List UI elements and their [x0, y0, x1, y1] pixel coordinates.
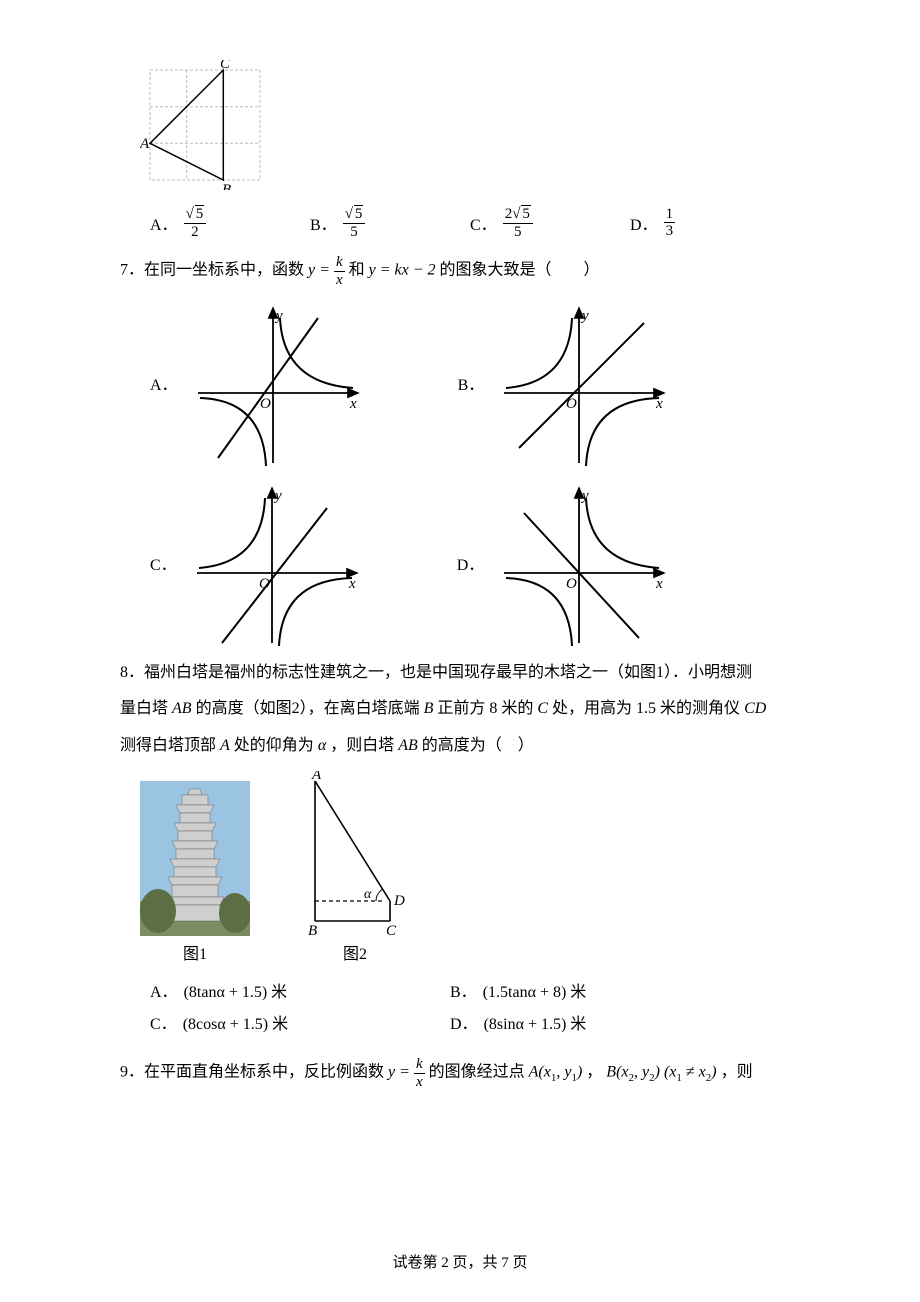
q8-line1: 8．福州白塔是福州的标志性建筑之一，也是中国现存最早的木塔之一（如图1）．小明想… — [120, 658, 820, 688]
q6-option-A[interactable]: A． √5 2 — [150, 205, 310, 240]
page: A B C A． √5 2 B． √5 5 C． 2√5 5 — [0, 0, 920, 1302]
svg-text:α: α — [364, 887, 372, 902]
q6-label-A: A — [140, 136, 150, 152]
svg-text:B: B — [308, 923, 317, 936]
q7-graphs-row1: A． y x O B． y x O — [150, 298, 820, 468]
q8-option-A[interactable]: A．(8tanα + 1.5) 米 — [150, 978, 450, 1002]
q9-text: 9．在平面直角坐标系中，反比例函数 y = k x 的图像经过点 A(x1, y… — [120, 1056, 820, 1090]
q7-graph-C[interactable]: C． y x O — [150, 478, 367, 648]
svg-text:y: y — [580, 308, 589, 324]
q8-fig1-pagoda — [140, 781, 250, 936]
q6-svg: A B C — [140, 60, 280, 190]
q8-option-C[interactable]: C．(8cosα + 1.5) 米 — [150, 1010, 450, 1034]
q8-fig2-diagram: α A B C D — [290, 771, 420, 936]
q6-option-D[interactable]: D． 1 3 — [630, 205, 790, 240]
q9-number: 9． — [120, 1064, 144, 1081]
q8-option-D[interactable]: D．(8sinα + 1.5) 米 — [450, 1010, 750, 1034]
svg-text:y: y — [580, 488, 589, 504]
svg-text:D: D — [393, 893, 405, 909]
q7-number: 7． — [120, 262, 144, 279]
q8-option-B[interactable]: B．(1.5tanα + 8) 米 — [450, 978, 750, 1002]
q6-option-C[interactable]: C． 2√5 5 — [470, 205, 630, 240]
q8-line3: 测得白塔顶部 A 处的仰角为 α ，则白塔 AB 的高度为（ ） — [120, 731, 820, 761]
q8-options: A．(8tanα + 1.5) 米 B．(1.5tanα + 8) 米 C．(8… — [150, 978, 820, 1042]
svg-text:x: x — [349, 396, 357, 412]
svg-text:C: C — [386, 923, 397, 936]
q7-graph-D[interactable]: D． y x O — [457, 478, 675, 648]
q6-triangle-figure: A B C — [140, 60, 820, 195]
page-footer: 试卷第 2 页，共 7 页 — [0, 1251, 920, 1272]
q6-label-B: B — [222, 182, 231, 190]
svg-text:O: O — [566, 576, 577, 592]
svg-text:y: y — [274, 308, 283, 324]
q8-caption2: 图2 — [290, 940, 420, 964]
q8-figures: α A B C D — [140, 771, 820, 936]
q8-number: 8． — [120, 664, 144, 681]
svg-text:y: y — [273, 488, 282, 504]
q7-graph-A[interactable]: A． y x O — [150, 298, 368, 468]
q8-captions: 图1 图2 — [140, 940, 820, 964]
q7-text: 7．在同一坐标系中，函数 y = k x 和 y = kx − 2 的图象大致是… — [120, 254, 820, 288]
svg-text:A: A — [311, 771, 322, 783]
q7-graphs-row2: C． y x O D． y x O — [150, 478, 820, 648]
q6-option-B[interactable]: B． √5 5 — [310, 205, 470, 240]
svg-text:x: x — [655, 576, 663, 592]
q8-line2: 量白塔 AB 的高度（如图2），在离白塔底端 B 正前方 8 米的 C 处，用高… — [120, 694, 820, 724]
q6-label-C: C — [220, 60, 231, 72]
q7-graph-B[interactable]: B． y x O — [458, 298, 675, 468]
q8-caption1: 图1 — [140, 940, 250, 964]
q6-options: A． √5 2 B． √5 5 C． 2√5 5 D． 1 3 — [150, 205, 820, 240]
